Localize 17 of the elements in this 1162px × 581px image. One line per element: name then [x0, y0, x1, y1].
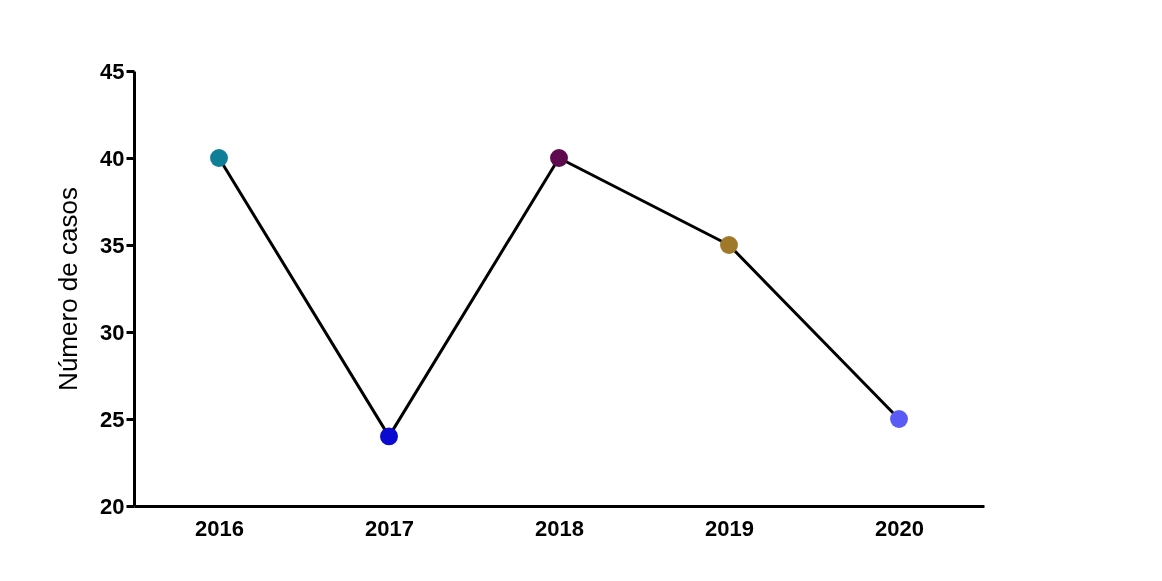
- y-tick-label: 45: [100, 58, 125, 84]
- y-axis-title: Número de casos: [53, 187, 84, 391]
- y-tick-label: 20: [100, 493, 125, 519]
- y-tick-label: 35: [100, 232, 125, 258]
- y-tick-label: 25: [100, 406, 125, 432]
- point: [550, 149, 568, 167]
- x-tick-label: 2019: [705, 515, 754, 541]
- x-tick-label: 2018: [535, 515, 584, 541]
- x-tick-label: 2016: [195, 515, 244, 541]
- point: [210, 149, 228, 167]
- x-tick-label: 2017: [365, 515, 414, 541]
- point: [890, 410, 908, 428]
- y-tick-label: 30: [100, 319, 125, 345]
- x-tick-label: 2020: [875, 515, 924, 541]
- y-tick-label: 40: [100, 145, 125, 171]
- point: [720, 236, 738, 254]
- point: [380, 427, 398, 446]
